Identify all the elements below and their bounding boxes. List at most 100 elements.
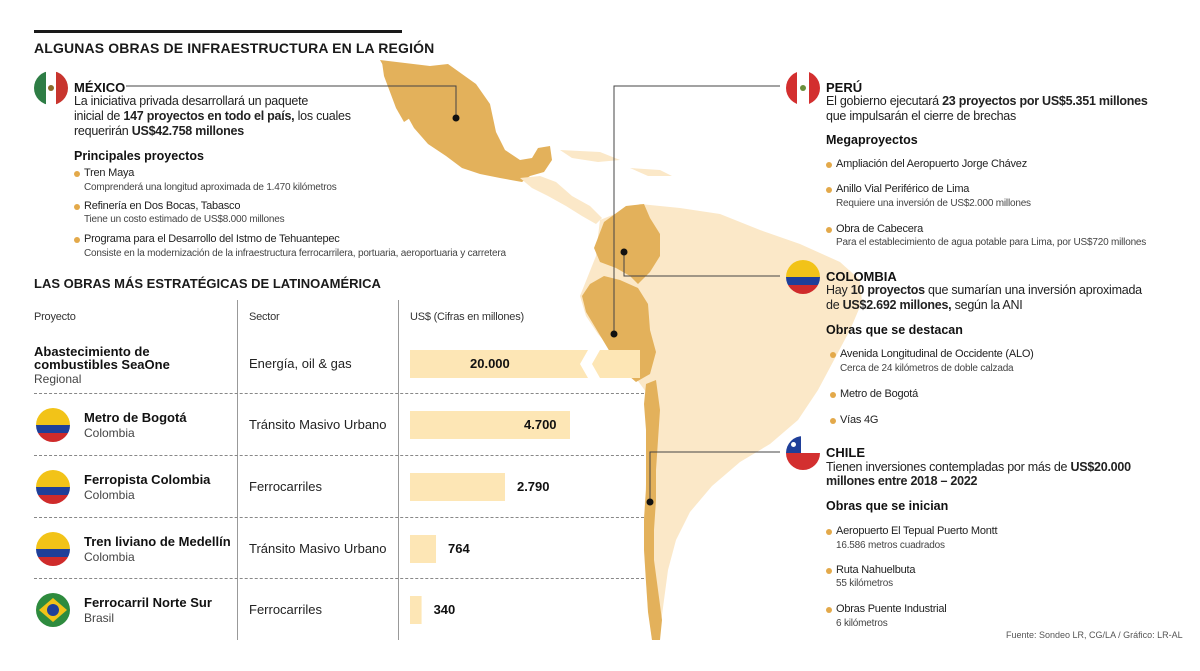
bar-shape: [410, 410, 570, 439]
project-sector: Ferrocarriles: [249, 478, 322, 494]
mexico-sub: Principales proyectos: [74, 149, 204, 163]
project-name: Abastecimiento de: [34, 344, 150, 359]
brasil-flag-icon: [36, 592, 70, 627]
mexico-item: Programa para el Desarrollo del Istmo de…: [84, 233, 340, 245]
mexico-flag-icon: [34, 71, 68, 105]
peru-connector: [613, 85, 780, 334]
project-sector: Tránsito Masivo Urbano: [249, 540, 387, 556]
bar-shape: [410, 595, 422, 624]
colombia-flag-icon: [36, 469, 70, 504]
chile-line1: Tienen inversiones contempladas por más …: [826, 460, 1131, 474]
bullet-icon: [826, 162, 832, 168]
mexico-line1: La iniciativa privada desarrollará un pa…: [74, 94, 309, 108]
project-sector: Energía, oil & gas: [249, 355, 352, 371]
bar: [410, 472, 505, 501]
project-name: Ferrocarril Norte Sur: [84, 594, 212, 610]
project-country: Colombia: [84, 425, 135, 440]
column-divider: [398, 300, 399, 640]
colombia-flag-icon: [36, 531, 70, 566]
bar-value-label: 764: [448, 540, 470, 556]
mexico-shape: [380, 60, 552, 182]
bar-shape: [410, 534, 437, 563]
colombia-shape: [594, 204, 660, 284]
chile-item: Obras Puente Industrial: [836, 603, 947, 615]
mexico-item-desc: Comprenderá una longitud aproximada de 1…: [84, 182, 337, 193]
mexico-line2: inicial de 147 proyectos en todo el país…: [74, 109, 351, 123]
colombia-flag-icon: [786, 260, 820, 294]
central-america-shape: [520, 176, 602, 224]
mexico-item: Tren Maya: [84, 167, 135, 179]
chile-flag-icon: [786, 436, 820, 470]
colombia-marker: [620, 248, 628, 256]
mexico-marker: [452, 114, 460, 122]
peru-line2: que impulsarán el cierre de brechas: [826, 109, 1016, 123]
bar-shape: [410, 349, 640, 378]
colombia-item: Vías 4G: [840, 414, 879, 426]
project-name: Tren liviano de Medellín: [84, 533, 231, 549]
colombia-item: Metro de Bogotá: [840, 388, 919, 400]
bullet-icon: [74, 237, 80, 243]
project-sector: Tránsito Masivo Urbano: [249, 416, 387, 432]
bar-value-label: 20.000: [470, 355, 510, 371]
title-rule: [34, 30, 402, 33]
chile-line2: millones entre 2018 – 2022: [826, 474, 978, 488]
bar: [410, 534, 437, 563]
caribbean-shape: [560, 150, 672, 176]
peru-line1: El gobierno ejecutará 23 proyectos por U…: [826, 94, 1148, 108]
chile-connector: [649, 451, 780, 502]
col-value-header: US$ (Cifras en millones): [410, 311, 524, 323]
source-note: Fuente: Sondeo LR, CG/LA / Gráfico: LR-A…: [1006, 630, 1183, 640]
mexico-item-desc: Consiste en la modernización de la infra…: [84, 248, 506, 259]
table-title: LAS OBRAS MÁS ESTRATÉGICAS DE LATINOAMÉR…: [34, 276, 381, 291]
project-country: Colombia: [84, 487, 135, 502]
bullet-icon: [826, 227, 832, 233]
bullet-icon: [830, 392, 836, 398]
peru-marker: [610, 330, 618, 338]
mexico-item-desc: Tiene un costo estimado de US$8.000 mill…: [84, 214, 285, 225]
colombia-line2: de US$2.692 millones, según la ANI: [826, 298, 1023, 312]
colombia-flag-icon: [36, 407, 70, 442]
peru-sub: Megaproyectos: [826, 133, 918, 147]
colombia-line1: Hay 10 proyectos que sumarían una invers…: [826, 283, 1142, 297]
colombia-sub: Obras que se destacan: [826, 323, 963, 337]
chile-item-desc: 16.586 metros cuadrados: [836, 540, 945, 551]
bar-value-label: 4.700: [524, 416, 557, 432]
project-name: Ferropista Colombia: [84, 471, 211, 487]
peru-item: Ampliación del Aeropuerto Jorge Chávez: [836, 158, 1027, 170]
colombia-item: Avenida Longitudinal de Occidente (ALO): [840, 348, 1034, 360]
peru-name: PERÚ: [826, 80, 863, 95]
page-title: ALGUNAS OBRAS DE INFRAESTRUCTURA EN LA R…: [34, 40, 435, 56]
peru-item: Anillo Vial Periférico de Lima: [836, 183, 970, 195]
bullet-icon: [826, 187, 832, 193]
mexico-line3: requerirán US$42.758 millones: [74, 124, 244, 138]
project-name: Metro de Bogotá: [84, 409, 187, 425]
col-sector-header: Sector: [249, 311, 280, 323]
bar: [410, 349, 640, 378]
row-divider: [34, 578, 644, 579]
colombia-item-desc: Cerca de 24 kilómetros de doble calzada: [840, 363, 1014, 374]
peru-item-desc: Para el establecimiento de agua potable …: [836, 237, 1147, 248]
bullet-icon: [830, 418, 836, 424]
bullet-icon: [830, 352, 836, 358]
chile-name: CHILE: [826, 445, 865, 460]
chile-shape: [644, 380, 662, 640]
chile-item-desc: 6 kilómetros: [836, 618, 888, 629]
mexico-item: Refinería en Dos Bocas, Tabasco: [84, 200, 241, 212]
bullet-icon: [826, 607, 832, 613]
baja-shape: [382, 62, 410, 122]
bullet-icon: [826, 529, 832, 535]
project-country: Regional: [34, 372, 82, 386]
mexico-name: MÉXICO: [74, 80, 126, 95]
row-divider: [34, 517, 644, 518]
peru-item-desc: Requiere una inversión de US$2.000 millo…: [836, 198, 1031, 209]
colombia-connector: [623, 252, 780, 277]
project-country: Colombia: [84, 549, 135, 564]
colombia-name: COLOMBIA: [826, 269, 897, 284]
bullet-icon: [826, 568, 832, 574]
row-divider: [34, 455, 644, 456]
bullet-icon: [74, 171, 80, 177]
chile-marker: [646, 498, 654, 506]
project-country: Brasil: [84, 610, 115, 625]
bar: [410, 595, 422, 624]
